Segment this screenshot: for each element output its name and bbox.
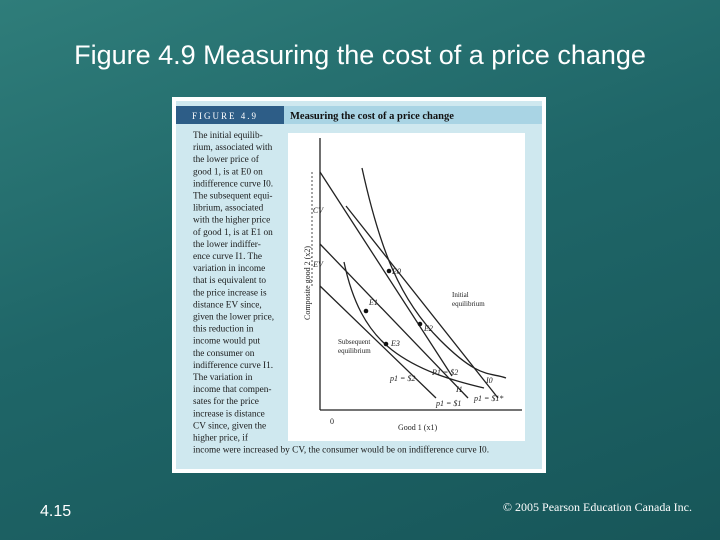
budget-line (345, 205, 499, 399)
curve-label: I0 (485, 376, 493, 385)
caption-line: CV since, given the (193, 421, 266, 431)
caption-line: the lower indiffer- (193, 239, 261, 250)
caption-line: the price increase is (193, 288, 267, 298)
caption-line: variation in income (193, 264, 265, 274)
label-strip (176, 106, 284, 124)
caption-line: The variation in (193, 373, 253, 383)
caption-line: The subsequent equi- (193, 192, 273, 202)
note: equilibrium (338, 347, 371, 355)
point (383, 341, 389, 347)
caption-line: librium, associated (193, 204, 264, 214)
point (363, 308, 369, 314)
caption-line: that is equivalent to (193, 276, 266, 286)
caption-line: indifference curve I1. (193, 360, 273, 371)
caption-line: increase is distance (193, 409, 265, 419)
note: Subsequent (338, 338, 370, 346)
figure-heading: Measuring the cost of a price change (290, 111, 454, 122)
note: Initial (452, 291, 469, 299)
page-number: 4.15 (40, 503, 72, 520)
caption-line: distance EV since, (193, 300, 262, 310)
caption-line: The initial equilib- (193, 131, 263, 141)
caption-line: of good 1, is at E1 on (193, 227, 273, 238)
x-axis-label: Good 1 (x1) (398, 423, 437, 432)
caption-line: good 1, is at E0 on (193, 167, 263, 177)
caption-line: rium, associated with (193, 143, 273, 153)
equilibrium-points (363, 268, 423, 347)
caption-line: indifference curve I0. (193, 178, 273, 189)
price-label: P1 = $2 (431, 368, 458, 377)
curve-label: I1 (455, 385, 463, 394)
indifference-curve (361, 167, 507, 379)
ev-label: EV (312, 260, 324, 269)
price-label: p1 = $1 (435, 399, 461, 408)
point (417, 321, 423, 327)
caption-line: ence curve I1. The (193, 252, 262, 262)
point-label: E1 (368, 298, 378, 307)
diagram-labels: Composite good 2 (x2) Good 1 (x1) 0 CV EV E0 E… (303, 206, 503, 432)
caption-line: the consumer on (193, 349, 255, 359)
caption-line: sates for the price (193, 396, 259, 407)
cv-label: CV (313, 206, 324, 215)
caption-line: with the higher price (193, 216, 270, 226)
point-label: E3 (390, 339, 400, 348)
budget-line (319, 243, 469, 399)
price-label: p1 = $2 (389, 374, 415, 383)
caption-line: this reduction in (193, 325, 254, 335)
y-axis-label: Composite good 2 (x2) (303, 246, 312, 320)
origin: 0 (330, 417, 334, 426)
point (386, 268, 392, 274)
point-label: E0 (391, 267, 401, 276)
price-label: p1 = $1* (473, 394, 503, 403)
budget-line (319, 171, 453, 377)
caption-line: the lower price of (193, 154, 260, 165)
figure-label: FIGURE 4.9 (192, 111, 258, 121)
budget-line (319, 285, 437, 399)
caption-line: income would put (193, 337, 261, 347)
caption-line: income that compen- (193, 385, 271, 395)
slide-title: Figure 4.9 Measuring the cost of a price… (74, 40, 646, 70)
caption: The initial equilib-rium, associated wit… (193, 131, 489, 456)
note: equilibrium (452, 300, 485, 308)
point-label: E2 (423, 324, 433, 333)
diagram-lines (311, 138, 522, 411)
caption-line: higher price, if (193, 433, 249, 444)
copyright: © 2005 Pearson Education Canada Inc. (502, 500, 692, 514)
caption-line: income were increased by CV, the consume… (193, 445, 489, 456)
indifference-curve (343, 261, 485, 389)
heading-strip (284, 106, 542, 124)
caption-line: given the lower price, (193, 313, 274, 323)
